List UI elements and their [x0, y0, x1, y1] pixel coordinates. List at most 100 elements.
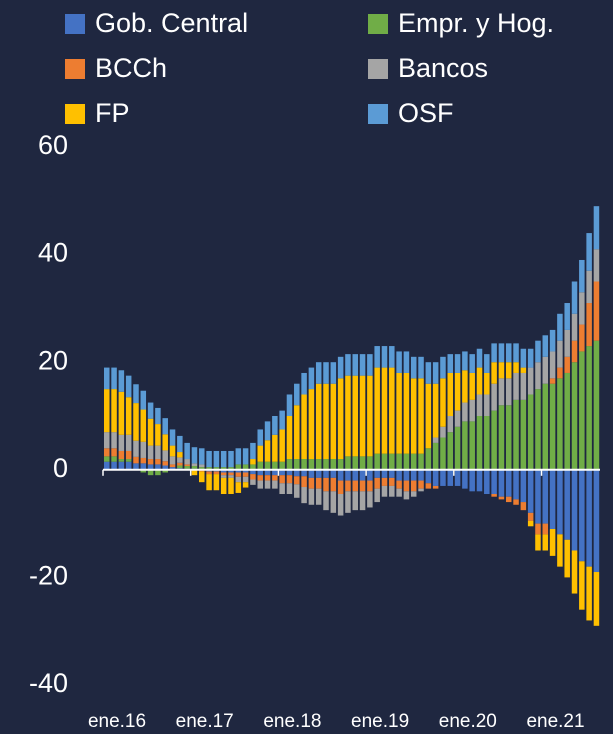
bar-segment	[286, 459, 293, 470]
bar-segment	[308, 488, 315, 505]
bar-segment	[374, 477, 380, 489]
bar-segment	[410, 378, 417, 454]
bar-segment	[184, 464, 190, 467]
bar-segment	[250, 459, 256, 465]
bar-segment	[571, 550, 578, 594]
bar-segment	[242, 464, 249, 470]
y-tick-label: -40	[29, 668, 68, 698]
bar-segment	[162, 434, 168, 451]
bar-segment	[264, 440, 271, 462]
bar-segment	[498, 362, 505, 379]
bar-segment	[257, 429, 263, 446]
bar-segment	[469, 372, 475, 400]
bar-segment	[491, 362, 497, 384]
bar-segment	[111, 367, 117, 390]
bar-segment	[330, 362, 337, 384]
bar-segment	[593, 340, 600, 470]
bar-segment	[389, 346, 395, 368]
bar-segment	[213, 474, 220, 491]
x-tick-label: ene.16	[88, 711, 146, 732]
bar-segment	[403, 491, 410, 500]
bar-segment	[498, 469, 505, 497]
bar-segment	[177, 465, 183, 469]
bar-segment	[133, 384, 139, 404]
bar-segment	[389, 477, 395, 486]
y-tick-label: 60	[38, 130, 68, 160]
bar-segment	[513, 372, 519, 400]
bar-segment	[564, 372, 570, 470]
bar-segment	[440, 469, 446, 486]
bar-segment	[586, 233, 592, 271]
bar-segment	[242, 448, 249, 465]
bar-segment	[345, 491, 351, 513]
legend-label: OSF	[398, 98, 454, 128]
bar-segment	[279, 410, 285, 430]
bar-segment	[169, 429, 176, 446]
bar-segment	[337, 356, 344, 379]
bar-segment	[118, 459, 125, 462]
bar-segment	[425, 469, 432, 484]
bar-segment	[301, 487, 307, 504]
bar-segment	[235, 476, 242, 483]
bar-segment	[140, 469, 147, 473]
bar-segment	[381, 453, 388, 470]
bar-segment	[315, 469, 322, 478]
bar-segment	[359, 491, 366, 511]
bar-segment	[301, 476, 307, 488]
bar-segment	[147, 418, 154, 446]
bar-segment	[425, 483, 432, 489]
bar-segment	[162, 418, 168, 435]
bar-segment	[549, 378, 556, 384]
bar-segment	[513, 343, 519, 363]
bar-segment	[228, 472, 234, 476]
bar-segment	[345, 480, 351, 492]
bar-segment	[410, 469, 417, 481]
bar-segment	[250, 474, 256, 480]
bar-segment	[155, 424, 161, 446]
bar-segment	[557, 340, 563, 368]
bar-segment	[228, 477, 234, 495]
bar-segment	[308, 389, 315, 460]
bar-segment	[104, 432, 110, 449]
legend-swatch	[65, 104, 85, 124]
bar-segment	[250, 442, 256, 460]
bar-segment	[206, 450, 212, 468]
bar-segment	[162, 450, 168, 462]
bar-segment	[520, 348, 527, 368]
bar-segment	[308, 459, 315, 470]
bar-segment	[111, 456, 117, 462]
bar-segment	[199, 464, 205, 468]
bar-segment	[359, 480, 366, 492]
bar-segment	[484, 416, 490, 470]
bar-segment	[242, 482, 249, 488]
bar-segment	[542, 523, 549, 535]
bar-segment	[410, 491, 417, 497]
bar-segment	[462, 421, 468, 470]
bar-segment	[403, 469, 410, 481]
bar-segment	[286, 483, 293, 495]
bar-segment	[133, 456, 139, 464]
bar-segment	[213, 471, 220, 475]
legend-swatch	[368, 59, 388, 79]
bar-segment	[549, 383, 556, 470]
bar-segment	[133, 440, 139, 457]
bar-segment	[337, 378, 344, 460]
bar-segment	[586, 270, 592, 304]
bar-segment	[155, 469, 161, 476]
bar-segment	[476, 367, 483, 395]
bar-segment	[323, 477, 329, 492]
bar-segment	[593, 206, 600, 250]
bar-segment	[527, 348, 534, 368]
bar-segment	[191, 469, 198, 476]
bar-segment	[469, 469, 475, 492]
bar-segment	[140, 463, 147, 470]
bar-segment	[520, 469, 527, 503]
bar-segment	[527, 394, 534, 470]
bar-segment	[220, 475, 227, 478]
bar-segment	[571, 362, 578, 470]
bar-segment	[579, 351, 585, 470]
bar-segment	[315, 362, 322, 384]
bar-segment	[220, 467, 227, 470]
bar-segment	[294, 405, 300, 460]
bar-segment	[191, 463, 198, 467]
